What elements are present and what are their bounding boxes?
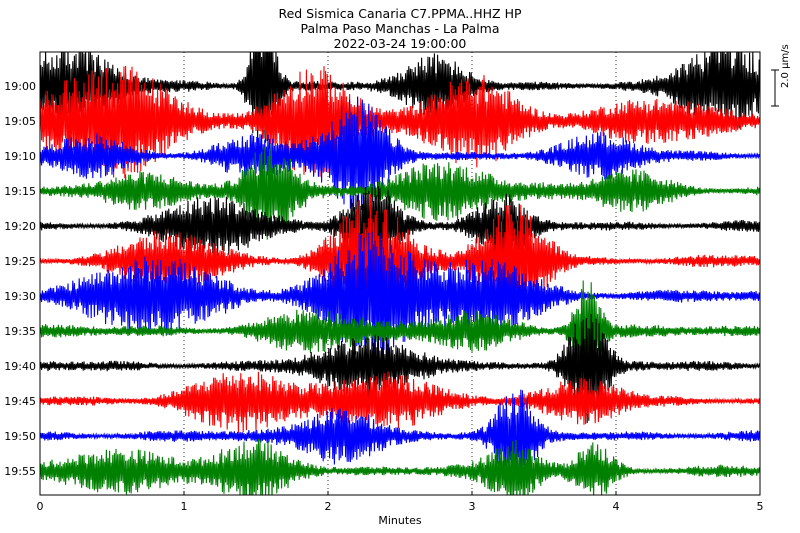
chart-subtitle: Palma Paso Manchas - La Palma <box>300 21 500 36</box>
trace-line <box>40 371 760 433</box>
plot-frame <box>39 51 761 496</box>
x-tick-label: 4 <box>613 500 620 513</box>
y-tick-label: 19:50 <box>4 430 36 443</box>
y-tick-label: 19:30 <box>4 290 36 303</box>
chart-datetime: 2022-03-24 19:00:00 <box>333 36 467 51</box>
x-tick-label: 1 <box>181 500 188 513</box>
trace-line <box>40 52 760 145</box>
x-axis: 0 1 2 3 4 5 <box>37 491 764 513</box>
y-tick-label: 19:00 <box>4 80 36 93</box>
y-axis: 19:00 19:05 19:10 19:15 19:20 19:25 19:30 19:35… <box>4 80 36 478</box>
y-tick-label: 19:55 <box>4 465 36 478</box>
x-tick-label: 0 <box>37 500 44 513</box>
y-tick-label: 19:15 <box>4 185 36 198</box>
trace-group <box>40 52 760 495</box>
x-tick-label: 2 <box>325 500 332 513</box>
y-tick-label: 19:10 <box>4 150 36 163</box>
trace-line <box>40 143 760 240</box>
chart-title: Red Sismica Canaria C7.PPMA..HHZ HP <box>278 6 522 21</box>
x-tick-label: 5 <box>757 500 764 513</box>
x-tick-label: 3 <box>469 500 476 513</box>
trace-line <box>40 186 760 272</box>
trace-line <box>40 389 760 486</box>
y-tick-label: 19:40 <box>4 360 36 373</box>
y-tick-label: 19:35 <box>4 325 36 338</box>
x-axis-label: Minutes <box>378 514 422 527</box>
trace-line <box>40 313 760 424</box>
y-tick-label: 19:05 <box>4 115 36 128</box>
scale-bar <box>771 69 779 107</box>
y-tick-label: 19:45 <box>4 395 36 408</box>
trace-line <box>40 65 760 179</box>
y-tick-label: 19:25 <box>4 255 36 268</box>
trace-line <box>40 280 760 381</box>
trace-line <box>40 96 760 214</box>
scale-bar-label: 2.0 μm/s <box>780 44 791 88</box>
trace-line <box>40 438 760 495</box>
y-tick-label: 19:20 <box>4 220 36 233</box>
